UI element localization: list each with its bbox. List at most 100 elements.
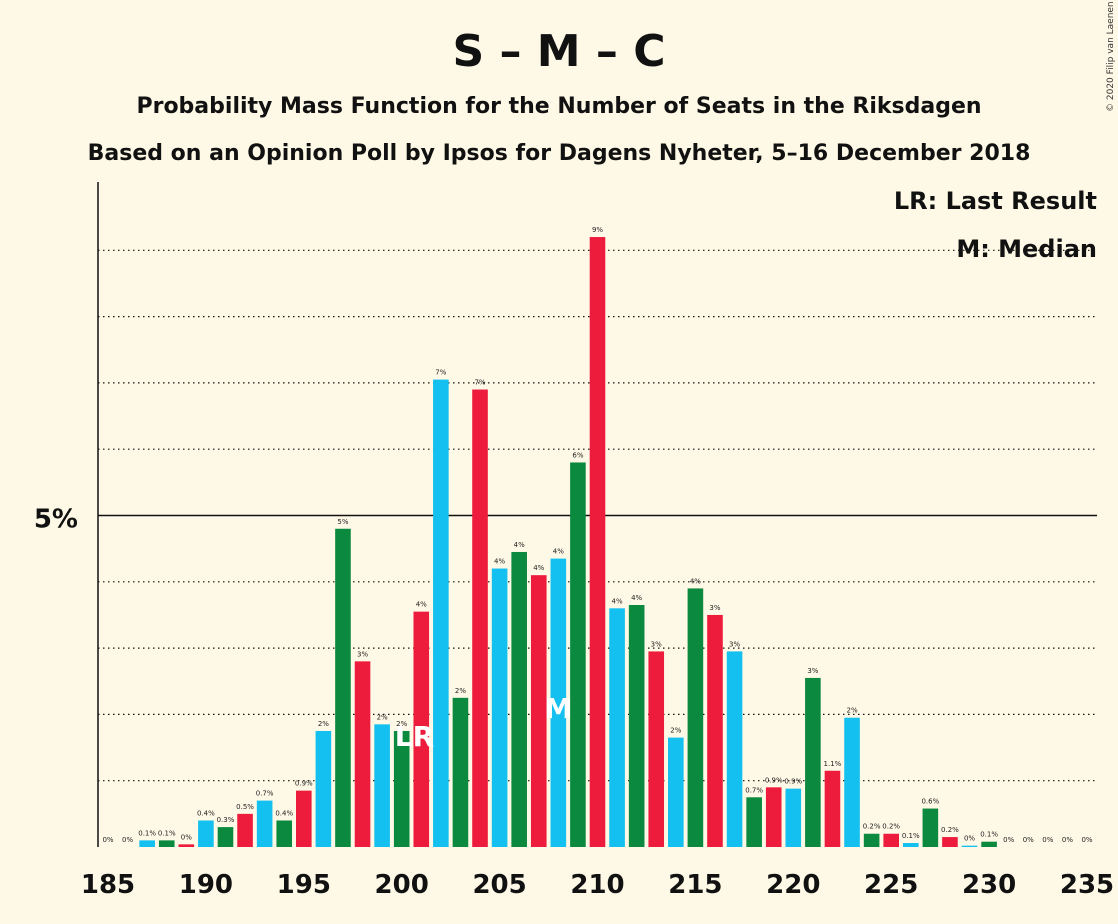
bar-226 xyxy=(902,843,919,847)
x-tick-labels: 185 190 195 200 205 210 215 220 225 230 235 xyxy=(81,870,1114,900)
bar-223 xyxy=(844,717,860,847)
bar-label-215: 4% xyxy=(690,577,701,585)
x-tick-210: 210 xyxy=(570,870,624,900)
bar-210 xyxy=(589,237,606,848)
bar-label-202: 7% xyxy=(435,369,446,377)
bar-label-203: 2% xyxy=(455,687,466,695)
bar-204 xyxy=(472,389,488,847)
bar-label-220: 0.9% xyxy=(784,778,802,786)
bar-217 xyxy=(726,651,743,847)
bar-label-212: 4% xyxy=(631,594,642,602)
bar-label-223: 2% xyxy=(846,707,857,715)
bar-label-207: 4% xyxy=(533,564,544,572)
bar-200 xyxy=(393,730,410,847)
bar-label-195: 0.9% xyxy=(295,780,313,788)
x-tick-195: 195 xyxy=(277,870,331,900)
bar-label-230: 0.1% xyxy=(980,831,998,839)
x-tick-220: 220 xyxy=(766,870,820,900)
x-tick-230: 230 xyxy=(962,870,1016,900)
bar-230 xyxy=(981,841,997,847)
bar-label-228: 0.2% xyxy=(941,826,959,834)
bar-label-206: 4% xyxy=(514,541,525,549)
bar-label-234: 0% xyxy=(1062,836,1073,844)
bar-206 xyxy=(511,551,527,847)
bar-label-222: 1.1% xyxy=(824,760,842,768)
bar-220 xyxy=(785,788,802,847)
bar-190 xyxy=(198,820,214,847)
bar-label-232: 0% xyxy=(1023,836,1034,844)
bar-label-218: 0.7% xyxy=(745,786,763,794)
bar-label-192: 0.5% xyxy=(236,803,254,811)
legend-last-result: LR: Last Result xyxy=(894,187,1097,215)
median-marker: M xyxy=(544,692,572,725)
bar-label-188: 0.1% xyxy=(158,829,176,837)
bar-191 xyxy=(217,827,234,847)
x-tick-185: 185 xyxy=(81,870,135,900)
bar-188 xyxy=(158,840,175,847)
bar-label-191: 0.3% xyxy=(217,816,235,824)
bar-label-219: 0.9% xyxy=(765,776,783,784)
bar-label-221: 3% xyxy=(807,667,818,675)
x-tick-225: 225 xyxy=(864,870,918,900)
bar-label-233: 0% xyxy=(1042,836,1053,844)
bar-212 xyxy=(628,605,645,847)
bar-label-216: 3% xyxy=(709,604,720,612)
bar-228 xyxy=(942,837,958,847)
bar-201 xyxy=(413,611,430,847)
bar-label-235: 0% xyxy=(1081,836,1092,844)
bar-label-209: 6% xyxy=(572,451,583,459)
bar-218 xyxy=(746,797,762,847)
x-tick-235: 235 xyxy=(1060,870,1114,900)
legend-median: M: Median xyxy=(956,235,1097,263)
bars-group xyxy=(139,237,997,848)
bar-label-193: 0.7% xyxy=(256,790,274,798)
bar-label-198: 3% xyxy=(357,650,368,658)
bar-label-224: 0.2% xyxy=(863,823,881,831)
bar-label-213: 3% xyxy=(651,640,662,648)
bar-label-189: 0% xyxy=(181,833,192,841)
bar-219 xyxy=(765,787,782,847)
bar-198 xyxy=(354,661,371,847)
bar-label-231: 0% xyxy=(1003,836,1014,844)
bar-199 xyxy=(374,724,390,847)
chart-title: S – M – C xyxy=(452,26,665,77)
bar-202 xyxy=(433,379,449,847)
bar-195 xyxy=(296,790,312,847)
bar-label-199: 2% xyxy=(377,713,388,721)
bar-label-200: 2% xyxy=(396,720,407,728)
bar-label-204: 7% xyxy=(474,379,485,387)
x-tick-200: 200 xyxy=(375,870,429,900)
bar-label-214: 2% xyxy=(670,727,681,735)
bar-label-211: 4% xyxy=(612,597,623,605)
bar-208 xyxy=(550,558,567,847)
bar-207 xyxy=(530,575,547,847)
bar-194 xyxy=(276,820,293,847)
bar-227 xyxy=(922,808,939,847)
bar-215 xyxy=(687,588,704,847)
bar-211 xyxy=(609,608,625,847)
bar-225 xyxy=(883,833,899,847)
bar-label-196: 2% xyxy=(318,720,329,728)
x-tick-205: 205 xyxy=(472,870,526,900)
bar-label-229: 0% xyxy=(964,835,975,843)
bar-203 xyxy=(452,697,469,847)
bar-213 xyxy=(648,651,665,847)
bar-label-217: 3% xyxy=(729,640,740,648)
chart-subtitle-2: Based on an Opinion Poll by Ipsos for Da… xyxy=(88,141,1031,166)
bar-label-210: 9% xyxy=(592,226,603,234)
bar-193 xyxy=(256,800,273,847)
last-result-marker: LR xyxy=(395,720,434,753)
credit-text: © 2020 Filip van Laenen xyxy=(1106,1,1116,112)
bar-196 xyxy=(315,730,332,847)
y-tick-labels: 5% xyxy=(34,505,78,535)
bar-label-194: 0.4% xyxy=(275,809,293,817)
bar-label-226: 0.1% xyxy=(902,832,920,840)
bar-192 xyxy=(237,813,253,847)
bar-209 xyxy=(570,462,586,847)
bar-label-186: 0% xyxy=(122,836,133,844)
bar-label-205: 4% xyxy=(494,558,505,566)
bar-label-227: 0.6% xyxy=(921,798,939,806)
bar-label-201: 4% xyxy=(416,601,427,609)
bar-label-197: 5% xyxy=(337,518,348,526)
